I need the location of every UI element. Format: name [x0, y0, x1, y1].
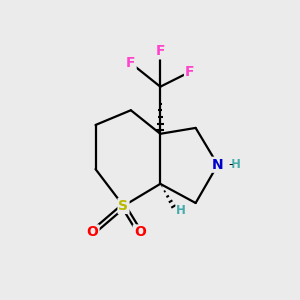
Text: S: S	[118, 199, 128, 213]
Text: F: F	[156, 44, 165, 58]
Text: N: N	[212, 158, 224, 172]
Text: H: H	[230, 158, 240, 171]
Text: O: O	[134, 225, 146, 239]
Text: H: H	[176, 204, 186, 217]
Text: F: F	[126, 56, 136, 70]
Text: -: -	[228, 158, 232, 171]
Text: F: F	[185, 65, 194, 79]
Text: O: O	[87, 225, 98, 239]
